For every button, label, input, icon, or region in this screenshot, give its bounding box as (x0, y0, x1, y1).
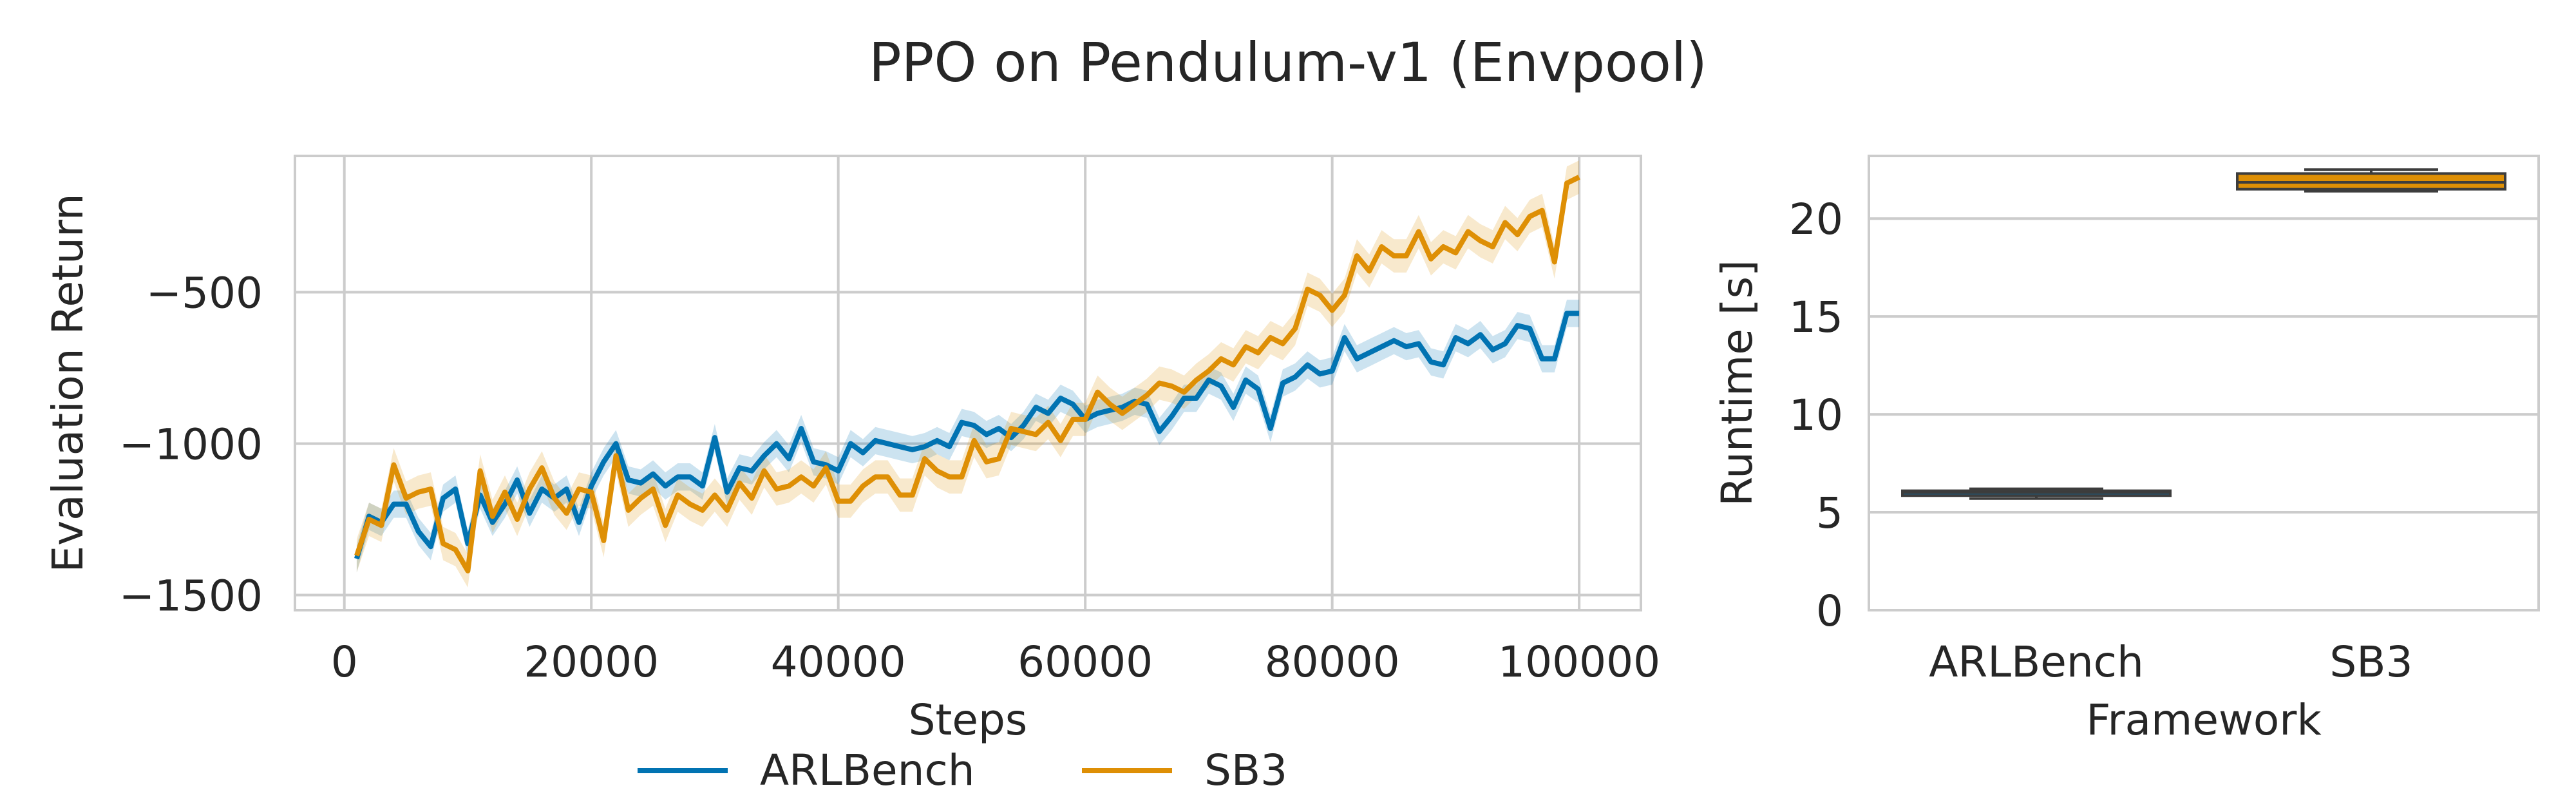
y-tick-label: 10 (1789, 390, 1843, 440)
x-tick-label: 80000 (1265, 637, 1400, 687)
series-line-sb3 (354, 175, 1580, 573)
series-band-sb3 (356, 160, 1580, 588)
series-band-arlbench (356, 300, 1580, 573)
y-axis-label: Evaluation Return (43, 193, 93, 572)
y-tick-label: 15 (1789, 293, 1843, 342)
plot-frame-left (294, 155, 1642, 611)
x-tick-label: SB3 (2329, 637, 2412, 687)
y-axis-label: Runtime [s] (1712, 260, 1762, 506)
x-axis-label: Steps (909, 695, 1028, 745)
legend-label-sb3: SB3 (1204, 745, 1287, 795)
y-tick-label: −1500 (119, 572, 263, 621)
y-tick-label: 20 (1789, 195, 1843, 244)
y-tick-label: −1000 (119, 420, 263, 470)
x-tick-label: 0 (331, 637, 358, 687)
x-tick-label: 40000 (771, 637, 906, 687)
figure-title: PPO on Pendulum-v1 (Envpool) (869, 31, 1707, 94)
plot-frame-right (1868, 155, 2540, 611)
x-tick-label: 20000 (524, 637, 659, 687)
x-tick-label: 100000 (1498, 637, 1660, 687)
x-tick-label: 60000 (1018, 637, 1153, 687)
y-tick-label: −500 (146, 269, 263, 318)
y-tick-label: 0 (1816, 586, 1843, 636)
x-axis-label: Framework (2086, 695, 2322, 745)
legend-label-arlbench: ARLBench (760, 745, 975, 795)
series-line-arlbench (354, 311, 1580, 560)
y-tick-label: 5 (1816, 488, 1843, 538)
x-tick-label: ARLBench (1929, 637, 2144, 687)
